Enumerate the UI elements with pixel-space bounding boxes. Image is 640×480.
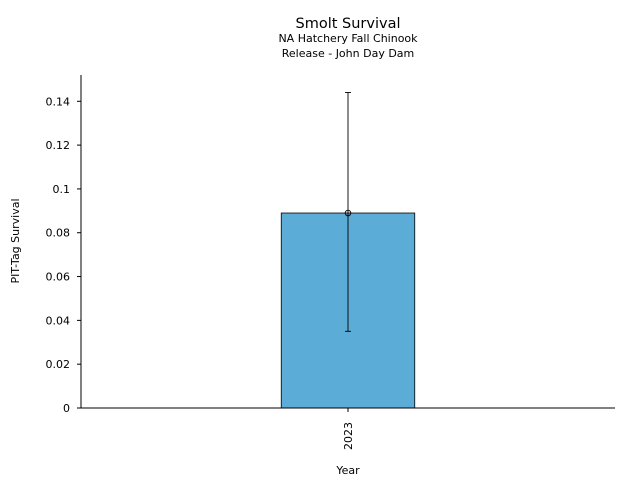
y-tick-label-1: 0.02 [46, 358, 71, 371]
chart-subtitle-line-2: Release - John Day Dam [282, 47, 415, 60]
x-axis-label: Year [335, 464, 360, 477]
y-tick-label-0: 0 [63, 402, 70, 415]
point-marker-0 [344, 209, 352, 217]
x-tick-label-0: 2023 [342, 422, 355, 450]
y-tick-label-7: 0.14 [46, 95, 71, 108]
y-tick-label-2: 0.04 [46, 314, 71, 327]
chart-subtitle-line-1: NA Hatchery Fall Chinook [278, 32, 418, 45]
y-tick-label-3: 0.06 [46, 271, 71, 284]
y-tick-label-6: 0.12 [46, 139, 71, 152]
y-axis-label: PIT-Tag Survival [9, 198, 22, 283]
chart-title: Smolt Survival [296, 16, 401, 32]
y-tick-label-4: 0.08 [46, 227, 71, 240]
plot-area [280, 92, 416, 409]
y-tick-label-5: 0.1 [53, 183, 71, 196]
